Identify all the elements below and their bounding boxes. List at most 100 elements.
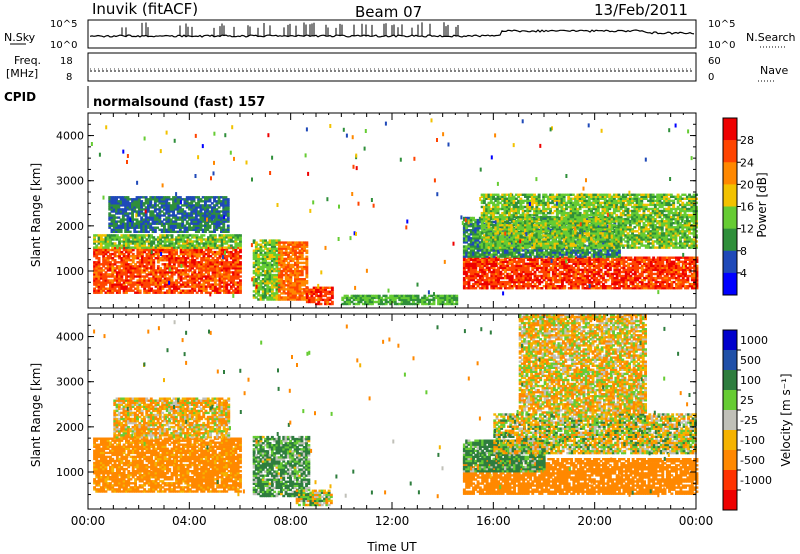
heatmap-cell: [200, 263, 204, 266]
heatmap-cell: [122, 265, 126, 268]
heatmap-cell: [152, 277, 156, 280]
heatmap-cell: [102, 263, 106, 266]
heatmap-cell: [145, 252, 149, 256]
heatmap-cell: [120, 283, 124, 286]
heatmap-cell: [102, 265, 106, 268]
heatmap-cell: [109, 285, 112, 288]
heatmap-cell: [161, 255, 165, 258]
heatmap-cell: [234, 261, 238, 264]
heatmap-cell: [145, 240, 149, 243]
heatmap-cell: [93, 273, 96, 276]
heatmap-cell: [234, 267, 238, 270]
heatmap-cell: [236, 283, 240, 286]
heatmap-cell: [95, 234, 99, 237]
heatmap-cell: [120, 252, 124, 256]
heatmap-cell: [186, 252, 190, 256]
heatmap-cell: [122, 242, 126, 245]
heatmap-cell: [109, 267, 112, 270]
heatmap-cell: [147, 252, 151, 256]
heatmap-cell: [156, 269, 160, 272]
heatmap-cell: [127, 236, 131, 239]
heatmap-cell: [330, 286, 334, 289]
heatmap-cell: [109, 238, 112, 241]
heatmap-cell: [211, 261, 215, 264]
heatmap-cell: [102, 283, 106, 286]
heatmap-cell: [97, 259, 101, 262]
heatmap-cell: [186, 285, 190, 288]
heatmap-cell: [218, 252, 222, 256]
heatmap-cell: [455, 300, 459, 304]
heatmap-cell: [182, 273, 185, 276]
heatmap-cell: [153, 228, 157, 231]
heatmap-cell: [161, 240, 165, 243]
heatmap-cell: [147, 244, 151, 247]
heatmap-cell: [154, 289, 158, 292]
heatmap-cell: [204, 281, 208, 284]
heatmap-cell: [229, 250, 233, 254]
heatmap-cell: [95, 275, 99, 278]
heatmap-cell: [134, 255, 137, 258]
heatmap-cell: [211, 275, 215, 278]
heatmap-cell: [131, 248, 135, 252]
heatmap-cell: [125, 271, 128, 274]
heatmap-cell: [93, 246, 96, 249]
heatmap-cell: [115, 255, 119, 258]
heatmap-cell: [204, 291, 208, 294]
heatmap-cell: [122, 240, 126, 243]
heatmap-cell: [140, 269, 144, 272]
heatmap-cell: [193, 277, 197, 280]
heatmap-cell: [229, 246, 233, 250]
heatmap-cell: [152, 252, 156, 256]
heatmap-cell: [129, 269, 133, 272]
heatmap-cell: [99, 269, 103, 272]
heatmap-cell: [152, 289, 156, 292]
heatmap-cell: [223, 287, 226, 290]
heatmap-cell: [182, 259, 185, 262]
heatmap-cell: [177, 287, 181, 290]
heatmap-cell: [150, 273, 153, 276]
heatmap-cell: [154, 275, 158, 278]
heatmap-cell: [195, 277, 199, 280]
heatmap-cell: [115, 234, 119, 237]
heatmap-cell: [184, 242, 188, 245]
heatmap-cell: [129, 250, 133, 254]
heatmap-cell: [104, 257, 108, 260]
heatmap-cell: [239, 263, 242, 266]
heatmap-cell: [118, 289, 121, 292]
heatmap-cell: [229, 277, 233, 280]
heatmap-cell: [170, 265, 174, 268]
heatmap-cell: [226, 216, 230, 219]
heatmap-cell: [143, 271, 147, 274]
heatmap-cell: [236, 257, 240, 260]
heatmap-cell: [177, 265, 181, 268]
heatmap-cell: [211, 283, 215, 286]
heatmap-cell: [140, 275, 144, 278]
heatmap-cell: [166, 291, 169, 294]
heatmap-cell: [188, 269, 192, 272]
heatmap-cell: [179, 240, 183, 243]
heatmap-cell: [136, 269, 140, 272]
heatmap-cell: [99, 285, 103, 288]
heatmap-cell: [120, 244, 124, 247]
heatmap-cell: [118, 275, 121, 278]
heatmap-cell: [202, 267, 206, 270]
heatmap-cell: [197, 263, 201, 266]
heatmap-cell: [182, 244, 185, 247]
heatmap-cell: [186, 289, 190, 292]
heatmap-cell: [179, 250, 183, 254]
heatmap-cell: [138, 281, 142, 284]
heatmap-cell: [138, 279, 142, 282]
heatmap-cell: [177, 234, 181, 237]
heatmap-cell: [95, 269, 99, 272]
heatmap-cell: [138, 277, 142, 280]
heatmap-cell: [232, 275, 235, 278]
heatmap-cell: [99, 240, 103, 243]
heatmap-cell: [134, 263, 137, 266]
heatmap-cell: [125, 269, 128, 272]
heatmap-cell: [204, 277, 208, 280]
heatmap-cell: [104, 275, 108, 278]
heatmap-cell: [97, 242, 101, 245]
heatmap-cell: [166, 265, 169, 268]
heatmap-cell: [122, 271, 126, 274]
heatmap-cell: [220, 273, 224, 276]
